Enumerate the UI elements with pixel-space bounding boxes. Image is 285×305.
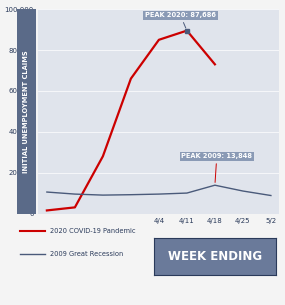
Text: 2020 COVID-19 Pandemic: 2020 COVID-19 Pandemic <box>50 228 136 234</box>
Text: 2009 Great Recession: 2009 Great Recession <box>50 251 124 257</box>
Text: WEEK ENDING: WEEK ENDING <box>168 250 262 263</box>
Text: PEAK 2020: 87,686: PEAK 2020: 87,686 <box>145 12 216 28</box>
Text: PEAK 2009: 13,848: PEAK 2009: 13,848 <box>181 153 252 182</box>
Text: INITIAL UNEMPLOYMENT CLAIMS: INITIAL UNEMPLOYMENT CLAIMS <box>23 50 29 173</box>
